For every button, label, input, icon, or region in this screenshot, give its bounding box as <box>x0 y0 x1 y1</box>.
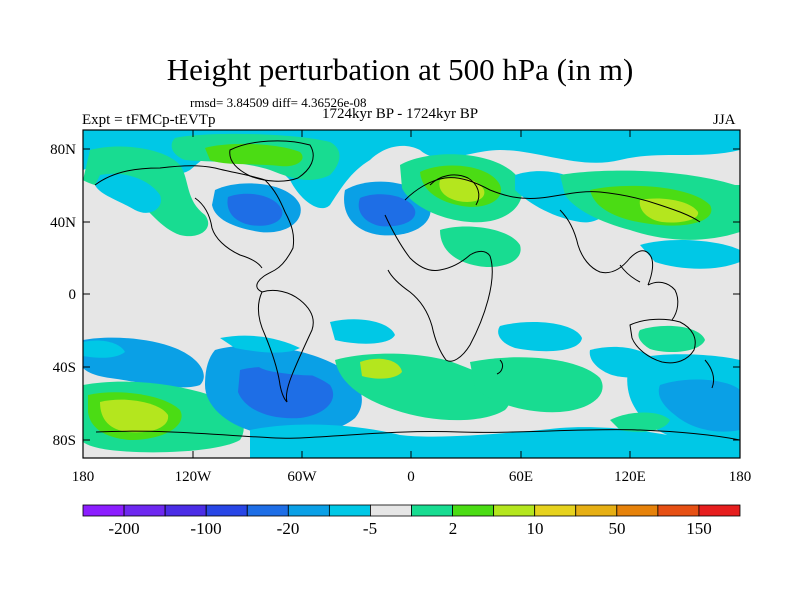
x-tick-label: 120E <box>614 469 646 485</box>
anomaly-field <box>83 130 740 458</box>
colorbar-swatch <box>246 504 289 517</box>
colorbar-swatch <box>287 504 330 517</box>
colorbar-label: 2 <box>449 519 458 538</box>
antarctica-coast <box>95 429 740 441</box>
south-atlantic-negative-edge <box>254 356 340 376</box>
colorbar-labels: -200 -100 -20 -5 2 10 50 150 <box>108 519 711 538</box>
madagascar-coast <box>496 359 504 375</box>
southern-indian-positive <box>470 357 603 413</box>
x-tick-label: 120W <box>175 469 213 485</box>
indian-ocean-negative <box>498 322 582 352</box>
south-atlantic-negative-outer <box>220 335 300 353</box>
eastern-asia-positive-core <box>639 198 699 223</box>
y-tick-label: 80N <box>50 142 76 158</box>
colorbar-swatch <box>164 504 207 517</box>
colorbar <box>82 504 741 517</box>
colorbar-label: 150 <box>686 519 712 538</box>
axis-ticks <box>82 130 741 458</box>
colorbar-swatch <box>534 504 577 517</box>
south-asia-coast <box>559 209 654 286</box>
antarctic-negative-band <box>250 424 740 458</box>
south-america-west-coast <box>257 291 288 403</box>
south-america-east-coast <box>261 289 314 403</box>
colorbar-swatch <box>411 504 453 517</box>
colorbar-swatch <box>493 504 536 517</box>
colorbar-label: -200 <box>108 519 139 538</box>
west-pacific-negative <box>640 239 740 269</box>
south-east-atlantic-positive-core <box>360 358 402 379</box>
north-america-coast <box>94 165 295 293</box>
colorbar-swatch <box>82 504 125 517</box>
south-atlantic-negative-core <box>238 366 334 419</box>
colorbar-swatch <box>575 504 618 517</box>
coastlines <box>94 140 740 441</box>
tropical-atlantic-negative <box>330 319 395 344</box>
south-west-pacific-negative-core <box>658 379 740 432</box>
x-tick-label: 180 <box>72 469 95 485</box>
africa-coast <box>384 214 493 362</box>
colorbar-swatch <box>123 504 166 517</box>
colorbar-swatch <box>657 504 700 517</box>
eurasia-north-coast <box>404 177 701 223</box>
antarctic-positive-patch <box>610 412 670 432</box>
plot-title: Height perturbation at 500 hPa (in m) <box>166 52 634 87</box>
colorbar-label: -100 <box>190 519 221 538</box>
colorbar-label: -20 <box>277 519 300 538</box>
colorbar-swatch <box>698 504 741 517</box>
scandinavia-coast <box>429 174 480 206</box>
australia-coast <box>629 318 696 364</box>
greenland-coast <box>229 140 314 182</box>
colorbar-swatch <box>205 504 248 517</box>
x-tick-label: 0 <box>407 469 415 485</box>
x-tick-label: 180 <box>729 469 752 485</box>
australia-positive <box>638 325 705 352</box>
colorbar-swatch <box>328 504 371 517</box>
southeast-asia-coast <box>647 281 679 321</box>
north-atlantic-negative-core <box>358 194 416 227</box>
colorbar-swatch <box>452 504 495 517</box>
colorbar-label: -5 <box>363 519 377 538</box>
south-pacific-positive-core <box>100 399 169 433</box>
japan-coast <box>619 264 641 283</box>
scandinavia-positive-core <box>439 177 485 202</box>
colorbar-label: 50 <box>609 519 626 538</box>
south-pacific-negative-edge <box>83 340 125 358</box>
y-tick-labels: 80N 40N 0 40S 80S <box>50 142 76 449</box>
colorbar-swatch <box>370 504 412 517</box>
north-pacific-negative <box>95 173 161 213</box>
y-tick-label: 40S <box>53 360 76 376</box>
y-tick-label: 80S <box>53 433 76 449</box>
colorbar-swatch <box>616 504 659 517</box>
x-tick-labels: 180 120W 60W 0 60E 120E 180 <box>72 469 752 485</box>
rmsd-diff-text: rmsd= 3.84509 diff= 4.36526e-08 <box>190 95 367 110</box>
season-label: JJA <box>713 112 736 128</box>
y-tick-label: 40N <box>50 215 76 231</box>
y-tick-label: 0 <box>69 287 77 303</box>
north-america-west-coast <box>194 197 263 269</box>
x-tick-label: 60W <box>287 469 317 485</box>
new-zealand-coast <box>704 359 715 389</box>
x-tick-label: 60E <box>509 469 533 485</box>
colorbar-label: 10 <box>527 519 544 538</box>
greenland-positive-core <box>205 143 303 167</box>
experiment-label: Expt = tFMCp-tEVTp <box>82 112 216 128</box>
north-america-negative-core <box>227 193 283 226</box>
period-label: 1724kyr BP - 1724kyr BP <box>322 106 479 122</box>
mediterranean-positive <box>440 226 521 268</box>
